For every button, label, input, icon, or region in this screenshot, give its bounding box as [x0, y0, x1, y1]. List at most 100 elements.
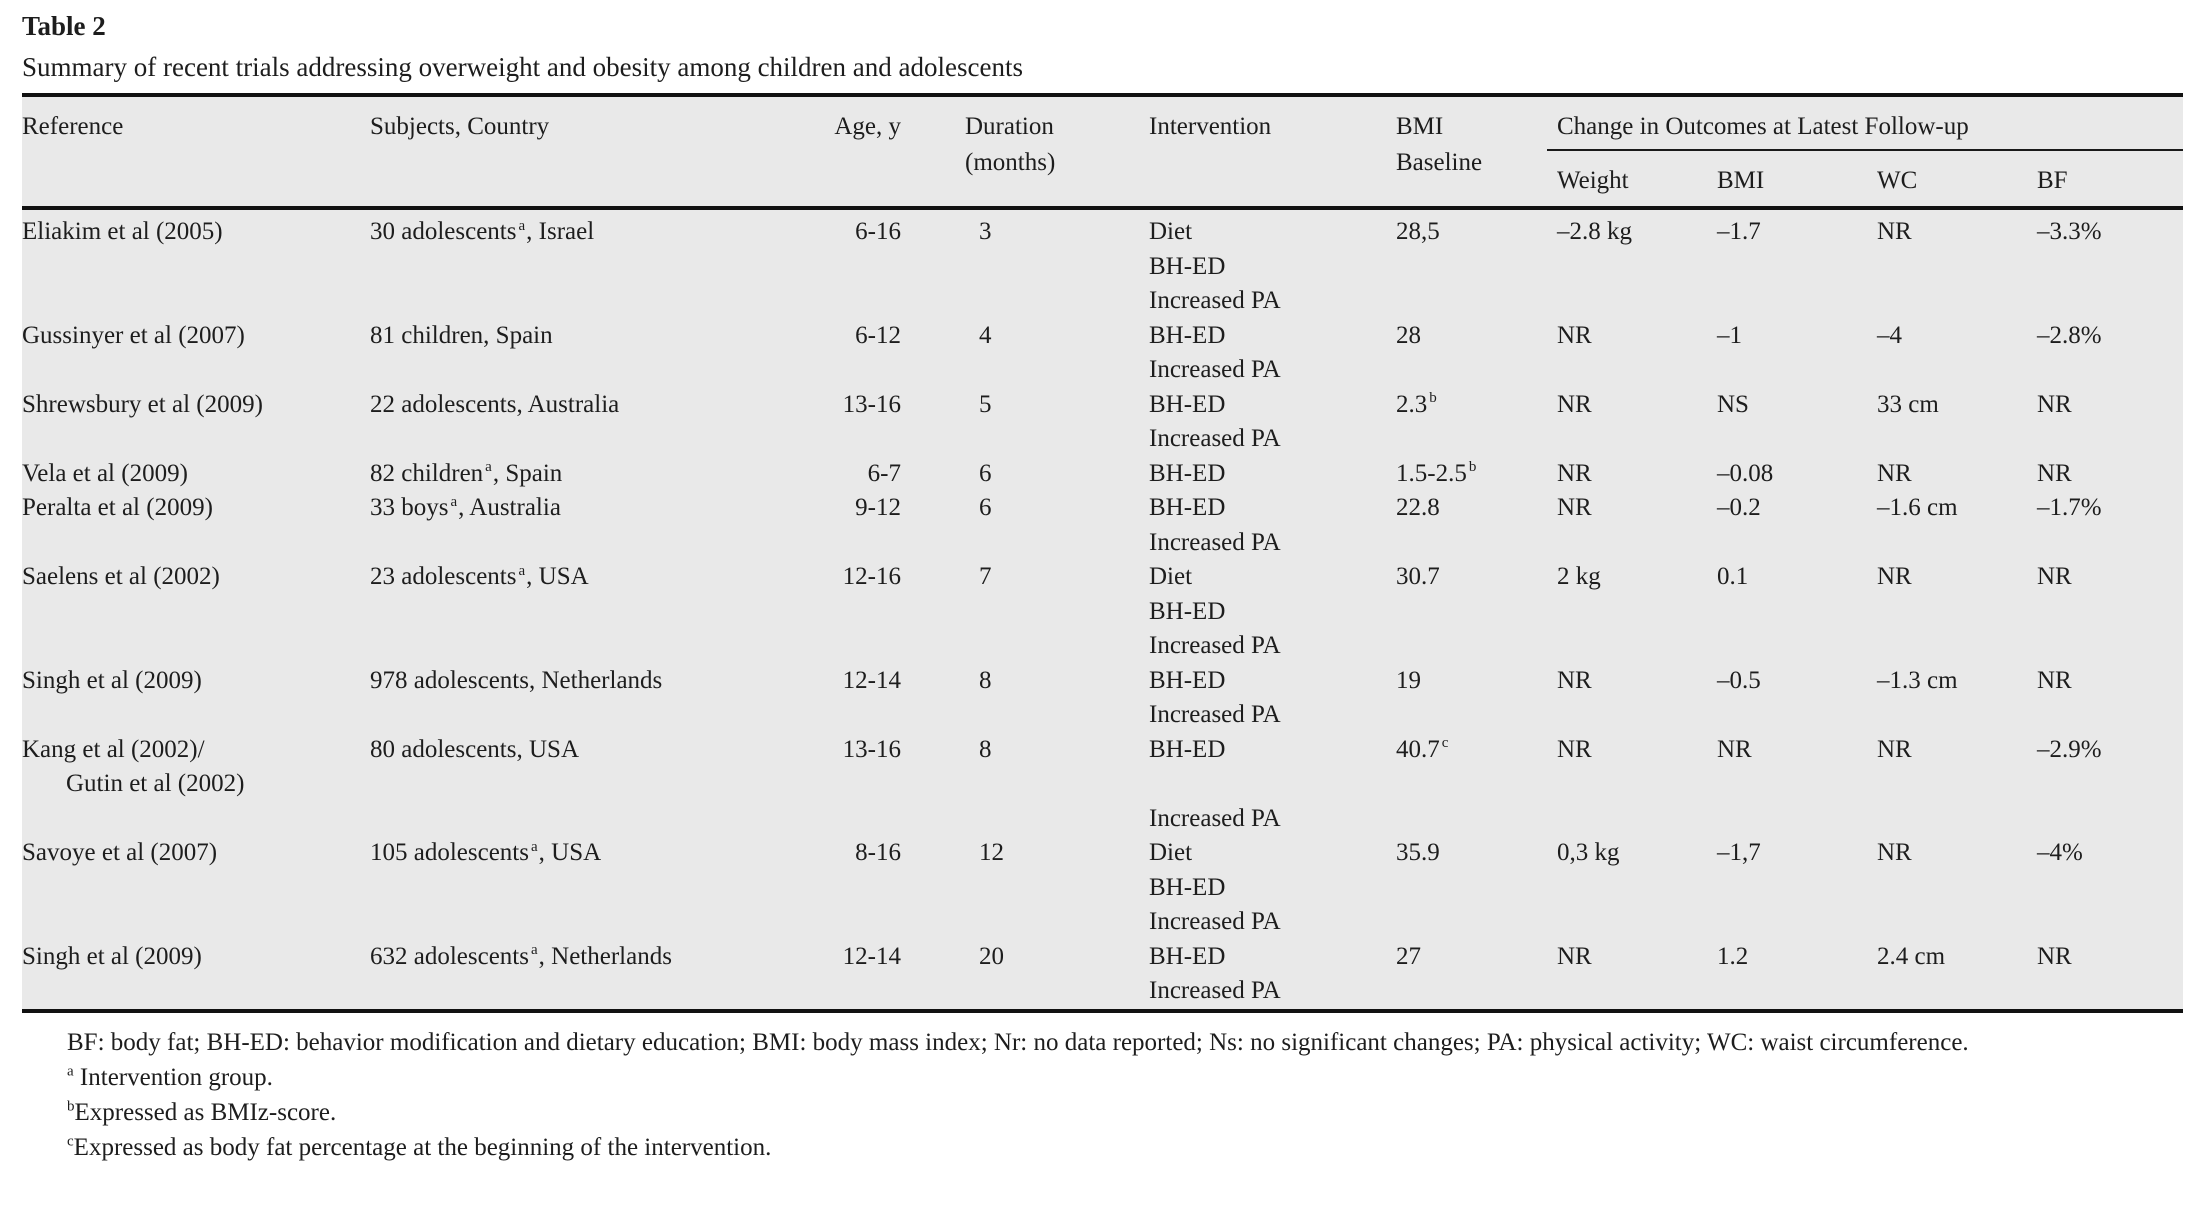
intervention-cell: BH-ED Increased PA	[1149, 388, 1396, 457]
weight-change-text: 2 kg	[1557, 563, 1601, 590]
age-text: 12-14	[842, 942, 901, 970]
table-footnotes: BF: body fat; BH-ED: behavior modificati…	[22, 1025, 2183, 1165]
bf-change-cell: NR	[2037, 560, 2183, 664]
bmi-baseline-cell: 35.9	[1396, 836, 1557, 940]
col-header-age: Age, y	[819, 109, 965, 199]
reference-text: Eliakim et al (2005)	[22, 218, 223, 245]
intervention-text: Increased PA	[1149, 977, 1281, 1004]
bmi-change-text: 1.2	[1717, 942, 1749, 970]
footnote-marker: b	[1468, 459, 1477, 476]
age-text: 12-16	[842, 563, 901, 590]
intervention-text: BH-ED	[1149, 597, 1226, 625]
subjects-text: 30 adolescents a, Israel	[370, 217, 595, 245]
bf-change-text: NR	[2037, 666, 2072, 694]
footnote-a: a Intervention group.	[22, 1060, 2183, 1095]
col-header-label: Age, y	[834, 113, 901, 140]
footnote-a-marker: a	[67, 1063, 74, 1080]
bmi-baseline-cell: 27	[1396, 940, 1557, 1009]
bmi-baseline-cell: 30.7	[1396, 560, 1557, 664]
age-text: 6-16	[855, 218, 901, 245]
bf-change-cell: –2.9%	[2037, 733, 2183, 837]
reference-text: Gussinyer et al (2007)	[22, 321, 245, 349]
reference-text: Singh et al (2009)	[22, 666, 202, 694]
bmi-baseline-cell: 28,5	[1396, 215, 1557, 319]
col-header-label: Duration	[965, 113, 1054, 140]
intervention-text: Increased PA	[1149, 356, 1281, 383]
intervention-text: BH-ED	[1149, 666, 1226, 694]
wc-change-text: 2.4 cm	[1877, 942, 1946, 970]
bmi-change-cell: NR	[1717, 733, 1877, 837]
reference-text: Shrewsbury et al (2009)	[22, 390, 263, 418]
table-row: Vela et al (2009) 82 children a, Spain 6-…	[22, 457, 2183, 492]
bmi-baseline-cell: 28	[1396, 319, 1557, 388]
intervention-cell: Diet BH-ED Increased PA	[1149, 560, 1396, 664]
outcomes-group-title: Change in Outcomes at Latest Follow-up	[1557, 113, 1969, 140]
reference-cell: Savoye et al (2007)	[22, 836, 370, 940]
col-header-weight: Weight	[1557, 167, 1629, 194]
bmi-baseline-text: 19	[1396, 666, 1421, 694]
weight-change-text: NR	[1557, 459, 1592, 487]
subjects-cell: 23 adolescents a, USA	[370, 560, 819, 664]
bmi-baseline-cell: 22.8	[1396, 491, 1557, 560]
subjects-text: 33 boys a, Australia	[370, 493, 561, 521]
table-row: Saelens et al (2002) 23 adolescents a, US…	[22, 560, 2183, 664]
intervention-text: BH-ED	[1149, 321, 1226, 349]
subjects-cell: 81 children, Spain	[370, 319, 819, 388]
age-cell: 12-14	[819, 940, 965, 1009]
weight-change-text: 0,3 kg	[1557, 839, 1620, 866]
bmi-change-text: –0.5	[1717, 666, 1761, 694]
duration-text: 4	[979, 321, 992, 349]
bf-change-cell: –3.3%	[2037, 215, 2183, 319]
bmi-baseline-cell: 2.3 b	[1396, 388, 1557, 457]
col-header-intervention: Intervention	[1149, 109, 1396, 199]
header-bottom-rule	[22, 206, 2183, 210]
subjects-cell: 105 adolescents a, USA	[370, 836, 819, 940]
duration-text: 3	[979, 218, 992, 245]
weight-change-text: NR	[1557, 494, 1592, 521]
table-header: Reference Subjects, Country Age, y Durat…	[22, 97, 2183, 206]
reference-text: Kang et al (2002)/	[22, 735, 205, 763]
bf-change-text: –2.9%	[2037, 735, 2102, 763]
footnote-marker: a	[518, 217, 526, 234]
age-text: 9-12	[855, 494, 901, 521]
footnote-c-text: Expressed as body fat percentage at the …	[73, 1133, 772, 1161]
wc-change-cell: –1.3 cm	[1877, 664, 2037, 733]
duration-cell: 6	[965, 491, 1149, 560]
wc-change-text: NR	[1877, 218, 1912, 245]
age-text: 13-16	[842, 390, 901, 418]
subjects-text: 632 adolescents a, Netherlands	[370, 942, 672, 970]
bmi-baseline-text: 30.7	[1396, 563, 1440, 590]
weight-change-text: NR	[1557, 942, 1592, 970]
intervention-text: Increased PA	[1149, 528, 1281, 556]
intervention-text: Increased PA	[1149, 701, 1281, 728]
subjects-text: 80 adolescents, USA	[370, 735, 579, 763]
intervention-text: Increased PA	[1149, 632, 1281, 659]
reference-text: Vela et al (2009)	[22, 459, 188, 487]
footnote-marker: c	[1441, 735, 1449, 752]
table-row: Savoye et al (2007) 105 adolescents a, US…	[22, 836, 2183, 940]
footnote-b: bExpressed as BMIz-score.	[22, 1095, 2183, 1130]
age-cell: 13-16	[819, 388, 965, 457]
bmi-baseline-text: 2.3 b	[1396, 390, 1437, 418]
duration-cell: 3	[965, 215, 1149, 319]
col-header-reference: Reference	[22, 109, 370, 199]
footnote-a-text: Intervention group.	[73, 1063, 273, 1091]
age-cell: 6-7	[819, 457, 965, 492]
bmi-change-text: –0.08	[1717, 459, 1774, 487]
duration-text: 8	[979, 666, 992, 694]
age-text: 8-16	[855, 839, 901, 866]
col-header-label: Intervention	[1149, 113, 1272, 140]
table-row: Eliakim et al (2005) 30 adolescents a, Is…	[22, 215, 2183, 319]
table-caption: Summary of recent trials addressing over…	[22, 52, 1023, 82]
bf-change-text: NR	[2037, 563, 2072, 590]
col-header-wc: WC	[1877, 167, 1918, 194]
wc-change-cell: NR	[1877, 836, 2037, 940]
duration-text: 8	[979, 735, 992, 763]
col-header-bmi-baseline: BMI Baseline	[1396, 109, 1557, 199]
subjects-text: 105 adolescents a, USA	[370, 838, 602, 866]
table-row: Kang et al (2002)/ Gutin et al (2002) 80…	[22, 733, 2183, 837]
col-header-label: Subjects, Country	[370, 113, 550, 140]
age-cell: 12-16	[819, 560, 965, 664]
bmi-baseline-text: 40.7 c	[1396, 735, 1449, 763]
wc-change-text: 33 cm	[1877, 390, 1939, 418]
